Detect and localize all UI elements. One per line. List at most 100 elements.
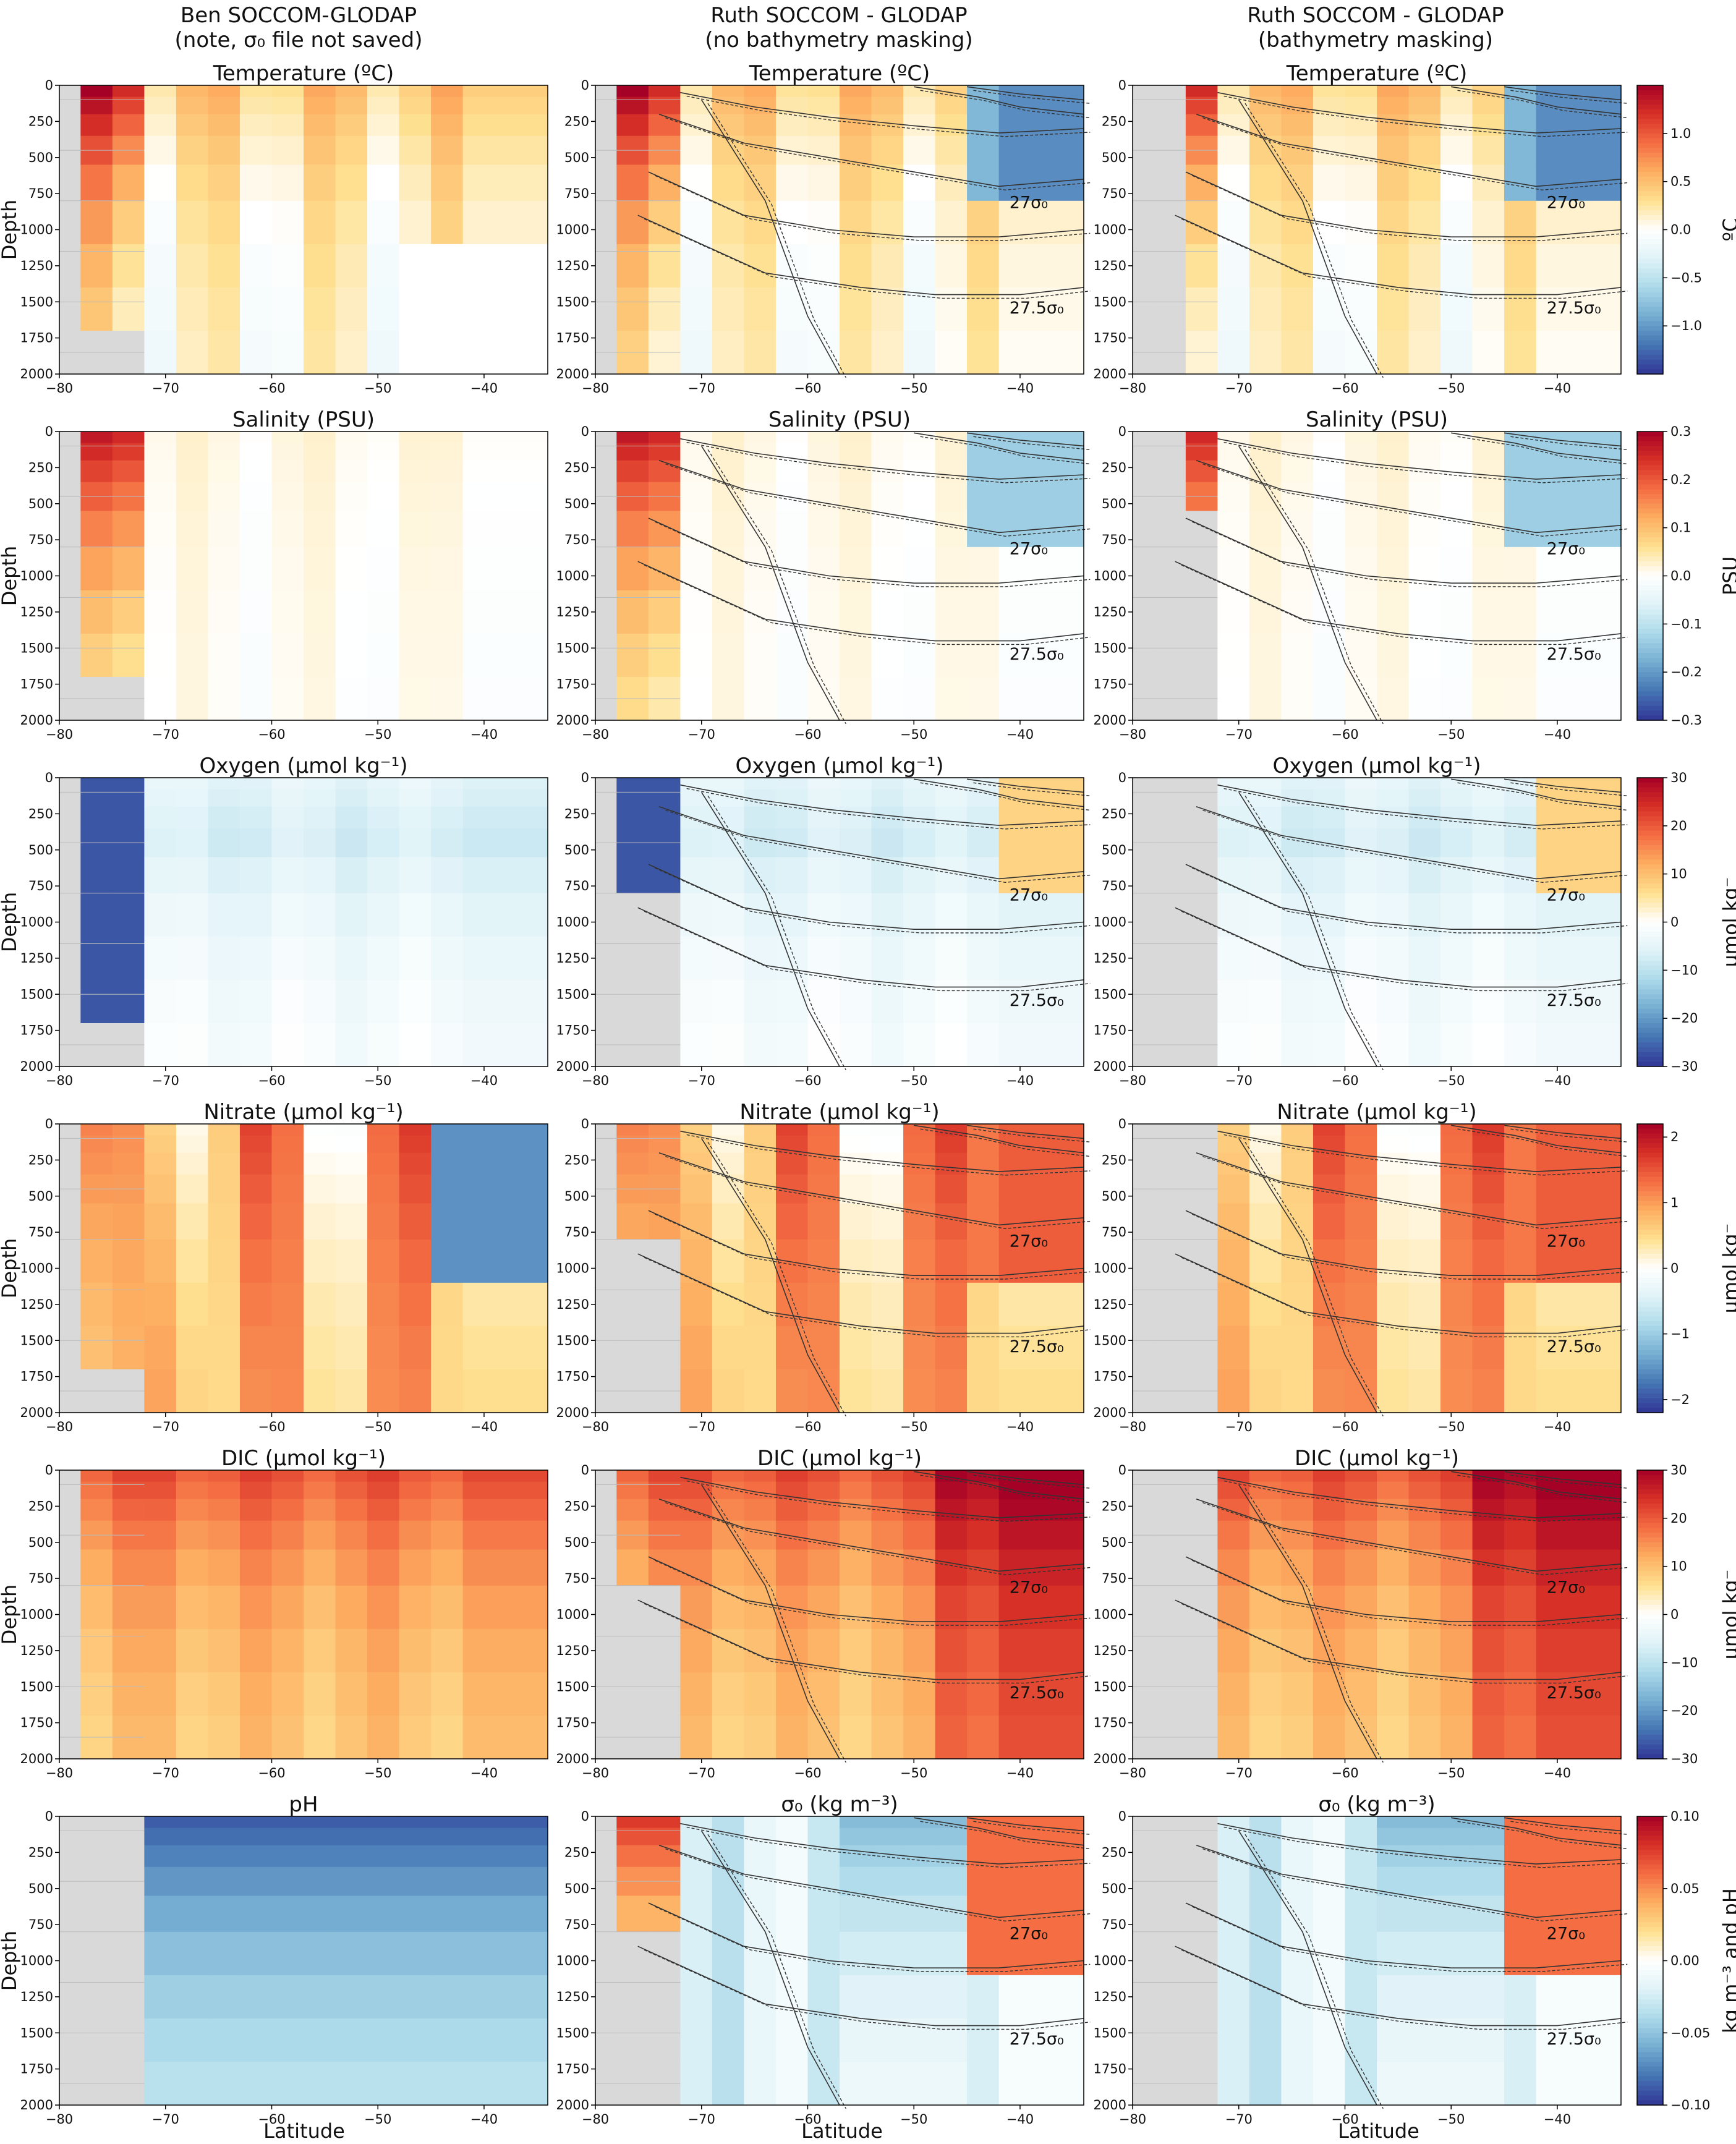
heatmap-cell [840,676,872,721]
heatmap-cell [648,979,681,1024]
heatmap-cell [462,2061,548,2106]
heatmap-cell [775,287,808,331]
heatmap-cell [239,1845,272,1868]
y-tick-label: 1750 [556,2062,589,2077]
colorbar-segment [1637,835,1663,841]
heatmap-cell [595,114,617,137]
heatmap-cell [399,96,432,115]
heatmap-cell [208,432,240,444]
heatmap-cell [144,857,177,894]
heatmap-cell [871,1203,904,1240]
heatmap-cell [335,1866,368,1896]
y-tick-label: 0 [1118,1463,1126,1478]
colorbar-segment [1637,1235,1663,1240]
heatmap-cell [616,287,649,331]
heatmap-cell [595,1282,617,1327]
heatmap-cell [367,789,400,807]
heatmap-cell [1504,1325,1537,1370]
heatmap-cell [935,547,968,591]
heatmap-cell [208,1816,240,1829]
heatmap-cell [462,200,548,245]
heatmap-cell [335,1174,368,1204]
heatmap-cell [680,828,713,857]
heatmap-cell [144,1628,177,1673]
heatmap-cell [1185,936,1218,981]
x-tick-label: −60 [1331,1419,1358,1434]
heatmap-cell [871,1628,904,1673]
heatmap-cell [616,511,649,548]
isopycnal-solid [1451,1471,1622,1500]
isopycnal-dashed [1510,1474,1628,1489]
heatmap-cell [1217,482,1250,511]
colorbar-segment [1637,1893,1663,1899]
colorbar-segment [1637,1547,1663,1552]
heatmap-cell [335,1369,368,1413]
heatmap-cell [59,1152,81,1175]
heatmap-cell [967,1282,1000,1327]
y-tick-label: 1750 [556,1369,589,1384]
heatmap-cell [1281,164,1314,202]
heatmap-cell [807,936,840,981]
heatmap-cell [775,1282,808,1327]
y-axis-label: Depth [0,1931,21,1991]
isopycnal-solid [1185,517,1622,584]
heatmap-cell [208,1520,240,1550]
heatmap-cell [431,1325,464,1370]
heatmap-cell [680,1152,713,1175]
heatmap-cell [1408,1481,1441,1500]
heatmap-cell [998,590,1084,634]
colorbar-segment [1637,1311,1663,1317]
heatmap-cell [1408,1023,1441,1067]
colorbar-segment [1637,1542,1663,1548]
y-tick-label: 0 [1118,78,1126,93]
heatmap-cell [144,2018,177,2062]
heatmap-cell [239,1715,272,1759]
heatmap-cell [840,1628,872,1673]
heatmap-cell [59,857,81,894]
colorbar-segment [1637,595,1663,601]
heatmap-cell [176,1549,208,1586]
heatmap-cell [367,857,400,894]
heatmap-cell [1345,511,1377,548]
heatmap-cell [399,1816,432,1829]
colorbar-segment [1637,2023,1663,2029]
x-tick-label: −50 [1437,1073,1465,1088]
heatmap-cell [1377,1325,1410,1370]
heatmap-cell [744,114,777,137]
heatmap-cell [1154,806,1186,829]
heatmap-cell [1249,1931,1282,1976]
heatmap-cell [431,1866,464,1896]
heatmap-cell [1185,1203,1218,1240]
heatmap-cell [1185,590,1218,634]
x-tick-label: −60 [258,727,285,742]
heatmap-cell [1536,1520,1622,1550]
heatmap-cell [208,1672,240,1716]
y-tick-label: 250 [564,1499,589,1513]
heatmap-cell [80,1845,113,1868]
colorbar-segment [1637,787,1663,793]
heatmap-cell [871,1282,904,1327]
x-tick-label: −70 [688,1419,715,1434]
isopycnal-solid [1185,171,1622,237]
heatmap-cell [1536,1481,1622,1500]
y-tick-label: 250 [1102,1499,1126,1513]
heatmap-cell [1536,482,1622,511]
heatmap-cell [1249,1174,1282,1204]
heatmap-cell [208,2018,240,2062]
heatmap-cell [304,1845,336,1868]
heatmap-cell [1504,1895,1537,1933]
heatmap-cell [595,1672,617,1716]
heatmap-cell [144,1239,177,1283]
heatmap-cell [1249,1672,1282,1716]
heatmap-cell [462,1520,548,1550]
heatmap-cell [59,432,81,444]
heatmap-cell [80,511,113,548]
heatmap-cell [903,789,936,807]
colorbar-segment [1637,253,1663,259]
colorbar-segment [1637,1970,1663,1976]
heatmap-cell [304,330,336,375]
colorbar-segment [1637,878,1663,884]
colorbar-segment [1637,1831,1663,1836]
heatmap-cell [775,511,808,548]
heatmap-cell [59,806,81,829]
